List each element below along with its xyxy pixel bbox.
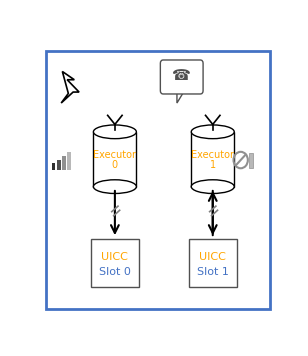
Polygon shape [61,72,79,103]
Text: ☎: ☎ [172,68,191,83]
Bar [191,132,234,187]
Bar [249,153,253,168]
Polygon shape [177,91,184,103]
Bar [62,156,66,170]
Text: UICC: UICC [199,252,226,262]
Text: 0: 0 [112,160,118,170]
Text: Executor: Executor [93,150,136,160]
Ellipse shape [191,125,234,139]
FancyBboxPatch shape [160,60,203,94]
Ellipse shape [93,125,136,139]
Bar [52,163,55,170]
Text: Slot 0: Slot 0 [99,267,131,277]
Text: Executor: Executor [191,150,234,160]
Text: UICC: UICC [101,252,128,262]
Ellipse shape [93,180,136,194]
Text: Slot 1: Slot 1 [197,267,229,277]
Bar [67,152,71,170]
Text: 1: 1 [210,160,216,170]
Bar [93,132,136,187]
Bar [91,239,139,287]
Ellipse shape [191,180,234,194]
Bar [189,239,237,287]
Bar [57,160,61,170]
